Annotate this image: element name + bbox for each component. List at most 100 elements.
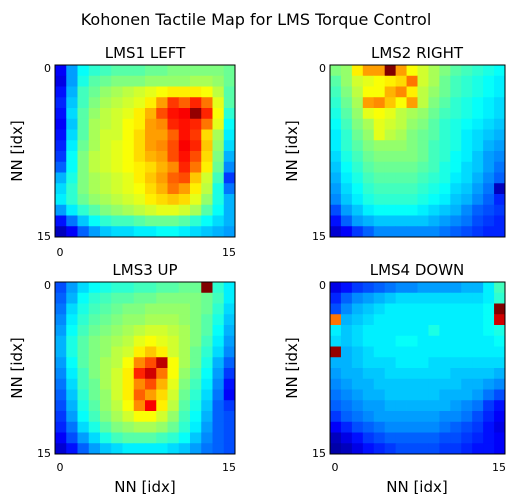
heatmap-cell	[100, 194, 112, 206]
heatmap-cell	[66, 411, 78, 423]
heatmap-cell	[483, 97, 495, 109]
heatmap-cell	[201, 325, 213, 337]
heatmap-cell	[178, 357, 191, 369]
heatmap-cell	[406, 400, 418, 412]
heatmap-cell	[384, 292, 397, 304]
heatmap-cell	[66, 303, 78, 315]
heatmap-cell	[156, 325, 168, 337]
heatmap-cell	[212, 378, 225, 390]
heatmap-cell	[483, 86, 495, 98]
heatmap-cell	[461, 335, 473, 347]
heatmap-cell	[439, 443, 451, 455]
heatmap-cell	[461, 357, 473, 369]
heatmap-cell	[133, 75, 146, 87]
heatmap-cell	[461, 65, 473, 77]
heatmap-cell	[88, 292, 101, 304]
heatmap-cell	[384, 346, 397, 358]
heatmap-cell	[472, 75, 484, 87]
heatmap-cell	[77, 378, 90, 390]
heatmap-cell	[417, 86, 429, 98]
heatmap-cell	[212, 161, 225, 173]
heatmap-panel-lms2: LMS2 RIGHT 0 15 NN [idx]	[283, 44, 506, 243]
heatmap-cell	[201, 204, 213, 216]
heatmap-cell	[439, 368, 451, 380]
heatmap-cell	[223, 215, 236, 227]
heatmap-cell	[351, 335, 364, 347]
heatmap-cell	[395, 292, 407, 304]
heatmap-cell	[223, 65, 236, 77]
heatmap-cell	[223, 357, 236, 369]
heatmap-cell	[439, 421, 451, 433]
heatmap-cell	[212, 108, 225, 120]
heatmap-cell	[384, 75, 397, 87]
heatmap-cell	[406, 368, 418, 380]
heatmap-cell	[439, 226, 451, 238]
heatmap-cell	[223, 368, 236, 380]
heatmap-cell	[100, 443, 112, 455]
heatmap-cell	[145, 129, 157, 141]
heatmap-cell	[111, 161, 123, 173]
heatmap-cell	[384, 129, 397, 141]
heatmap-cell	[450, 325, 462, 337]
heatmap-cell	[373, 432, 386, 444]
heatmap-cell	[362, 75, 375, 87]
heatmap-cell	[395, 325, 407, 337]
heatmap-cell	[494, 335, 506, 347]
heatmap-cell	[351, 346, 364, 358]
heatmap-cell	[100, 421, 112, 433]
heatmap-cell	[384, 389, 397, 401]
heatmap-cell	[461, 282, 473, 294]
heatmap-cell	[373, 303, 386, 315]
heatmap-cell	[133, 443, 146, 455]
heatmap-cell	[373, 75, 386, 87]
heatmap-cell	[111, 65, 123, 77]
heatmap-cell	[145, 86, 157, 98]
heatmap-cell	[362, 108, 375, 120]
heatmap-cell	[212, 325, 225, 337]
heatmap-cell	[395, 140, 407, 152]
heatmap-cell	[340, 303, 353, 315]
heatmap-cell	[330, 314, 342, 326]
heatmap-cell	[133, 172, 146, 184]
heatmap-cell	[122, 411, 135, 423]
y-tick-start: 0	[319, 62, 326, 75]
heatmap-cell	[133, 400, 146, 412]
heatmap-cell	[212, 314, 225, 326]
heatmap-cell	[55, 421, 67, 433]
heatmap-cell	[395, 172, 407, 184]
heatmap-cell	[406, 314, 418, 326]
heatmap-cell	[472, 346, 484, 358]
heatmap-cell	[439, 292, 451, 304]
heatmap-cell	[362, 378, 375, 390]
heatmap-cell	[156, 194, 168, 206]
heatmap-cell	[66, 151, 78, 163]
heatmap-cell	[133, 335, 146, 347]
heatmap-cell	[178, 303, 191, 315]
heatmap-cell	[340, 65, 353, 77]
heatmap-cell	[395, 335, 407, 347]
heatmap-cell	[406, 432, 418, 444]
heatmap-cell	[167, 183, 180, 195]
y-tick-start: 0	[44, 62, 51, 75]
heatmap-cell	[88, 194, 101, 206]
heatmap-cell	[450, 129, 462, 141]
heatmap-cell	[201, 215, 213, 227]
heatmap-cell	[373, 172, 386, 184]
heatmap-cell	[384, 282, 397, 294]
heatmap-cell	[122, 204, 135, 216]
heatmap-cell	[77, 194, 90, 206]
heatmap-cell	[190, 443, 202, 455]
heatmap-cell	[373, 335, 386, 347]
heatmap-cell	[494, 215, 506, 227]
heatmap-cell	[88, 75, 101, 87]
heatmap-cell	[55, 325, 67, 337]
heatmap-cell	[461, 378, 473, 390]
heatmap-cell	[406, 97, 418, 109]
heatmap-cell	[362, 368, 375, 380]
heatmap-cell	[439, 411, 451, 423]
heatmap-cell	[145, 151, 157, 163]
heatmap-cell	[395, 161, 407, 173]
heatmap-cell	[55, 411, 67, 423]
heatmap-cell	[351, 183, 364, 195]
heatmap-cell	[395, 432, 407, 444]
